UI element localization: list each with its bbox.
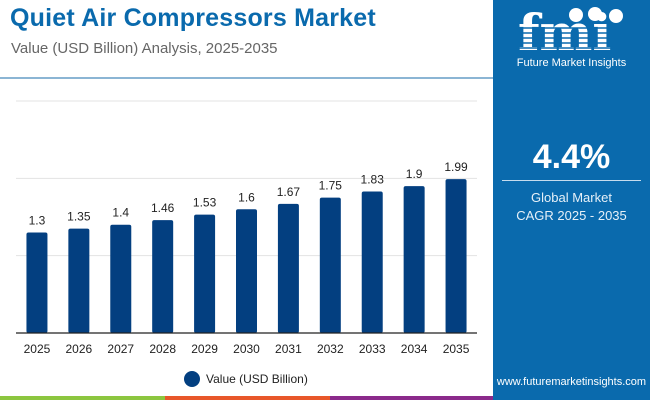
x-tick-label: 2026 — [66, 342, 93, 356]
x-tick-label: 2028 — [149, 342, 176, 356]
cagr-value: 4.4% — [532, 138, 611, 176]
brand-panel — [493, 0, 650, 400]
bar-chart: 1.3 2025 1.35 2026 1.4 2027 1.46 2028 1.53 2029 1.… — [16, 100, 477, 356]
legend-label: Value (USD Billion) — [206, 372, 308, 386]
bar-2034 — [403, 186, 425, 333]
data-label-2028: 1.46 — [151, 201, 175, 215]
x-tick-label: 2032 — [317, 342, 344, 356]
x-tick-label: 2034 — [401, 342, 428, 356]
website-link[interactable]: www.futuremarketinsights.com — [496, 376, 647, 388]
legend: Value (USD Billion) — [184, 371, 308, 387]
data-label-2030: 1.6 — [238, 190, 255, 204]
x-tick-label: 2031 — [275, 342, 302, 356]
data-label-2027: 1.4 — [112, 206, 129, 220]
bar-2028 — [152, 220, 174, 333]
logo-name: Future Market Insights — [516, 57, 627, 69]
footer-stripe-purple — [330, 396, 493, 400]
cagr-label-line1: Global Market — [531, 190, 612, 205]
globe-asia-icon — [609, 9, 623, 23]
data-label-2031: 1.67 — [277, 185, 301, 199]
footer-stripe-orange — [165, 396, 330, 400]
x-tick-label: 2025 — [24, 342, 51, 356]
data-label-2026: 1.35 — [67, 210, 91, 224]
data-label-2033: 1.83 — [361, 172, 385, 186]
header-divider — [0, 77, 493, 79]
fmi-logo: fmi — [516, 6, 632, 56]
data-label-2032: 1.75 — [319, 179, 343, 193]
data-label-2025: 1.3 — [29, 213, 46, 227]
chart-subtitle: Value (USD Billion) Analysis, 2025-2035 — [11, 40, 278, 57]
bar-2033 — [361, 191, 383, 333]
globe-europe-icon — [588, 7, 602, 21]
legend-marker — [184, 371, 200, 387]
data-label-2035: 1.99 — [444, 160, 468, 174]
x-tick-label: 2030 — [233, 342, 260, 356]
x-tick-label: 2033 — [359, 342, 386, 356]
cagr-label: Global Market CAGR 2025 - 2035 — [493, 189, 650, 225]
bar-2035 — [445, 179, 467, 333]
bar-2029 — [194, 214, 216, 333]
data-label-2029: 1.53 — [193, 196, 217, 210]
footer-stripe-green — [0, 396, 165, 400]
bar-2031 — [277, 203, 299, 333]
x-tick-label: 2027 — [107, 342, 134, 356]
globe-americas-icon — [569, 8, 583, 22]
x-tick-label: 2029 — [191, 342, 218, 356]
chart-title: Quiet Air Compressors Market — [10, 4, 376, 32]
bar-2026 — [68, 228, 90, 333]
bar-2025 — [26, 232, 48, 333]
bar-2032 — [319, 197, 341, 333]
cagr-label-line2: CAGR 2025 - 2035 — [516, 208, 627, 223]
x-tick-label: 2035 — [443, 342, 470, 356]
data-label-2034: 1.9 — [406, 167, 423, 181]
bar-2027 — [110, 224, 132, 333]
bar-2030 — [236, 209, 257, 333]
cagr-divider — [502, 180, 641, 181]
